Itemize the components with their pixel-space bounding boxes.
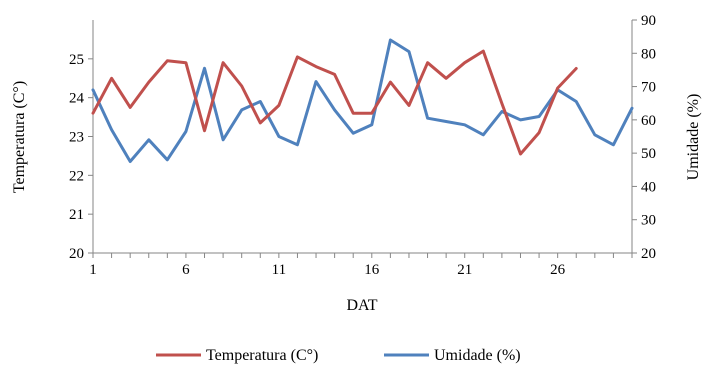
x-axis-title: DAT [346,297,377,314]
y-tick-label-left: 22 [69,168,84,184]
x-tick-label: 16 [364,262,380,278]
legend-label-umidade: Umidade (%) [434,347,521,364]
y-tick-label-left: 21 [69,207,84,223]
y-tick-label-left: 23 [69,130,84,146]
y-tick-label-right: 80 [641,46,656,62]
x-tick-label: 26 [550,262,566,278]
legend-label-temperatura: Temperatura (C°) [206,347,318,364]
x-tick-label: 11 [272,262,286,278]
series-line-temperatura [91,49,578,156]
y-tick-label-right: 30 [641,213,656,229]
y-tick-label-right: 40 [641,179,656,195]
series-line-umidade [91,38,634,163]
y-tick-label-right: 90 [641,13,656,29]
y-tick-label-left: 20 [69,246,84,262]
x-tick-label: 21 [457,262,472,278]
y-tick-label-left: 24 [69,91,85,107]
y-axis-left-title: Temperatura (C°) [11,81,28,193]
legend: Temperatura (C°) Umidade (%) [156,347,521,364]
x-tick-label: 6 [182,262,190,278]
y-tick-label-right: 20 [641,246,656,262]
y-axis-right-title: Umidade (%) [685,94,702,181]
y-tick-label-right: 60 [641,113,656,129]
x-tick-label: 1 [89,262,97,278]
y-tick-label-left: 25 [69,52,84,68]
y-tick-label-right: 50 [641,146,656,162]
y-tick-label-right: 70 [641,80,656,96]
